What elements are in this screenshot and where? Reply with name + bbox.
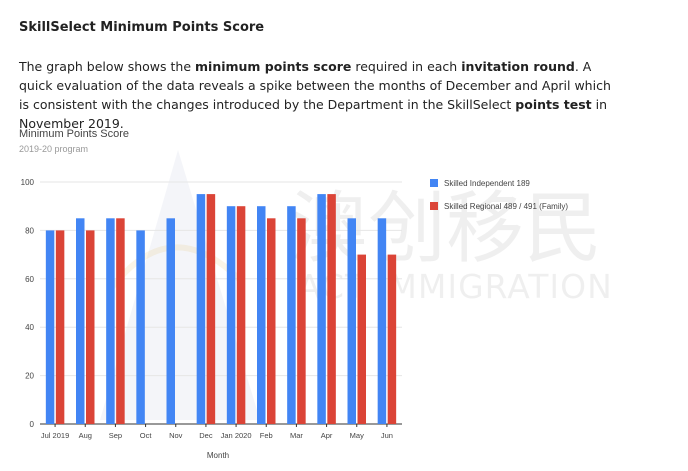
x-axis: Jul 2019 Aug Sep Oct Nov Dec Jan 2020 Feb Mar Apr… (41, 424, 393, 440)
intro-bold-1: minimum points score (195, 59, 352, 74)
chart-area: 澳创移民 ACT IMMIGRATION Minimum Points Scor… (19, 128, 613, 460)
x-tick-label: Mar (290, 431, 303, 440)
intro-paragraph: The graph below shows the minimum points… (19, 57, 619, 133)
bar-skilled-regional-10[interactable] (357, 254, 367, 424)
bar-skilled-independent-5[interactable] (196, 194, 206, 424)
x-tick-label: Feb (260, 431, 273, 440)
bar-skilled-regional-11[interactable] (387, 254, 397, 424)
x-tick-label: Aug (79, 431, 92, 440)
gridlines (40, 181, 402, 425)
intro-text-3: . A quick evaluation of the data reveals… (19, 59, 611, 112)
bar-skilled-independent-1[interactable] (76, 218, 85, 424)
bar-skilled-independent-7[interactable] (257, 206, 266, 424)
bar-skilled-independent-11[interactable] (377, 218, 387, 424)
legend-swatch (430, 202, 438, 210)
x-tick-label: Nov (169, 431, 183, 440)
watermark-en-text: ACT IMMIGRATION (298, 267, 613, 306)
chart-subtitle: 2019-20 program (19, 144, 88, 154)
y-tick-label: 0 (30, 420, 35, 429)
x-tick-label: Jul 2019 (41, 431, 69, 440)
watermark-cn-text: 澳创移民 (290, 184, 602, 274)
x-tick-label: May (350, 431, 364, 440)
bar-skilled-regional-7[interactable] (267, 218, 276, 424)
legend-label: Skilled Independent 189 (444, 179, 530, 188)
bar-skilled-regional-6[interactable] (236, 206, 246, 424)
bar-skilled-independent-8[interactable] (287, 206, 296, 424)
bar-skilled-regional-9[interactable] (327, 194, 336, 424)
y-tick-label: 80 (25, 226, 34, 235)
legend-label: Skilled Regional 489 / 491 (Family) (444, 202, 568, 211)
x-tick-label: Apr (321, 431, 333, 440)
bar-skilled-independent-6[interactable] (226, 206, 236, 424)
bar-skilled-independent-3[interactable] (136, 230, 145, 424)
legend-swatch (430, 179, 438, 187)
bar-skilled-regional-2[interactable] (116, 218, 125, 424)
x-tick-label: Sep (109, 431, 122, 440)
y-tick-label: 60 (25, 275, 34, 284)
x-tick-label: Dec (199, 431, 213, 440)
y-axis: 0 20 40 60 80 100 (21, 178, 35, 429)
x-tick-label: Jan 2020 (221, 431, 252, 440)
bars (45, 194, 397, 424)
bar-skilled-independent-2[interactable] (106, 218, 115, 424)
bar-skilled-regional-1[interactable] (86, 230, 95, 424)
watermark: 澳创移民 ACT IMMIGRATION (100, 150, 613, 420)
bar-skilled-independent-0[interactable] (45, 230, 55, 424)
legend-item[interactable]: Skilled Regional 489 / 491 (Family) (430, 202, 568, 211)
bar-skilled-regional-8[interactable] (297, 218, 306, 424)
bar-skilled-independent-9[interactable] (317, 194, 326, 424)
bar-skilled-independent-4[interactable] (166, 218, 176, 424)
legend: Skilled Independent 189 Skilled Regional … (430, 179, 568, 211)
x-tick-label: Oct (140, 431, 153, 440)
y-tick-label: 100 (21, 178, 35, 187)
intro-text-1: The graph below shows the (19, 59, 196, 74)
intro-text-2: required in each (351, 59, 462, 74)
legend-item[interactable]: Skilled Independent 189 (430, 179, 530, 188)
x-axis-title: Month (207, 451, 229, 460)
intro-bold-3: points test (515, 97, 592, 112)
bar-skilled-regional-0[interactable] (55, 230, 65, 424)
bar-skilled-regional-5[interactable] (206, 194, 216, 424)
page-title: SkillSelect Minimum Points Score (19, 20, 265, 35)
y-tick-label: 20 (25, 372, 34, 381)
y-tick-label: 40 (25, 323, 34, 332)
intro-text-4: in November 2019. (19, 97, 608, 131)
intro-bold-2: invitation round (461, 59, 575, 74)
x-tick-label: Jun (381, 431, 393, 440)
bar-skilled-independent-10[interactable] (347, 218, 357, 424)
chart-title: Minimum Points Score (19, 128, 129, 140)
